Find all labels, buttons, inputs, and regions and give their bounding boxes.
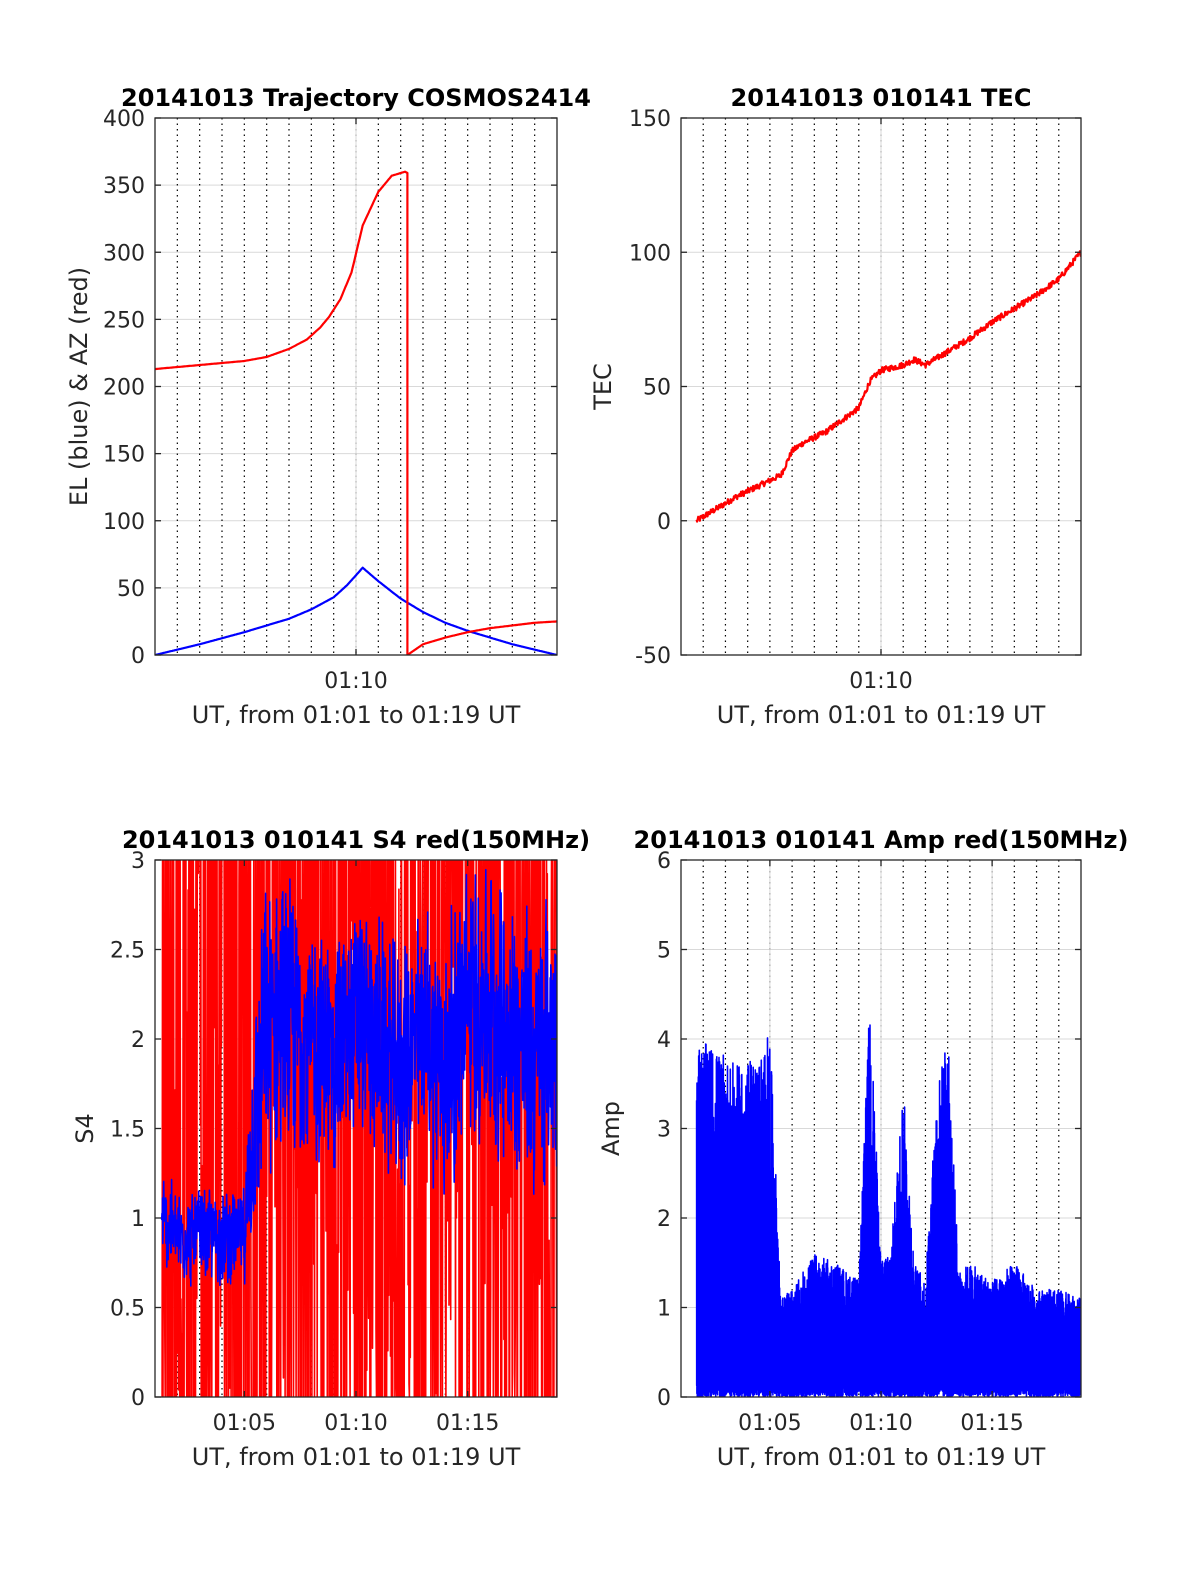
y-tick-label: 1 bbox=[657, 1297, 671, 1322]
y-tick-label: 50 bbox=[643, 376, 671, 401]
y-axis-label: S4 bbox=[71, 1113, 99, 1144]
y-tick-label: 0 bbox=[131, 1386, 145, 1411]
y-tick-label: 1 bbox=[131, 1207, 145, 1232]
trajectory-series-red bbox=[155, 170, 557, 655]
y-tick-label: 3 bbox=[131, 849, 145, 874]
tec-series-red bbox=[695, 250, 1081, 523]
x-tick-label: 01:05 bbox=[213, 1411, 276, 1436]
x-tick-label: 01:10 bbox=[324, 1411, 387, 1436]
chart-title: 20141013 Trajectory COSMOS2414 bbox=[121, 84, 591, 112]
chart-title: 20141013 010141 TEC bbox=[731, 84, 1032, 112]
x-axis-label: UT, from 01:01 to 01:19 UT bbox=[192, 1443, 521, 1471]
s4-panel: 0 0.5 1 1.5 2 2.5 3 01:05 01:10 01:15 20141013 010… bbox=[71, 826, 590, 1471]
chart-title: 20141013 010141 S4 red(150MHz) bbox=[122, 826, 590, 854]
y-tick-label: 1.5 bbox=[110, 1118, 145, 1143]
y-tick-label: 0 bbox=[131, 644, 145, 669]
x-tick-label: 01:10 bbox=[849, 1411, 912, 1436]
y-axis-label: EL (blue) & AZ (red) bbox=[65, 267, 93, 506]
y-tick-label: 350 bbox=[103, 174, 145, 199]
amp-series-blue bbox=[695, 1024, 1081, 1397]
y-axis-label: TEC bbox=[589, 363, 617, 411]
y-tick-label: 50 bbox=[117, 577, 145, 602]
series-group bbox=[695, 250, 1081, 523]
y-tick-label: 400 bbox=[103, 107, 145, 132]
tec-panel: -50 0 50 100 150 01:10 20141013 010141 TEC UT, … bbox=[589, 84, 1082, 729]
y-tick-label: 3 bbox=[657, 1118, 671, 1143]
y-tick-label: -50 bbox=[635, 644, 671, 669]
y-tick-label: 0 bbox=[657, 1386, 671, 1411]
y-tick-label: 100 bbox=[103, 510, 145, 535]
y-tick-label: 0.5 bbox=[110, 1297, 145, 1322]
y-tick-label: 250 bbox=[103, 308, 145, 333]
amp-panel: 0 1 2 3 4 5 6 01:05 01:10 01:15 20141013 010141 Am… bbox=[597, 826, 1128, 1471]
y-tick-label: 2.5 bbox=[110, 939, 145, 964]
y-tick-label: 150 bbox=[103, 443, 145, 468]
x-axis-label: UT, from 01:01 to 01:19 UT bbox=[192, 701, 521, 729]
s4-series-blue bbox=[160, 868, 557, 1287]
y-tick-label: 0 bbox=[657, 510, 671, 535]
x-axis-label: UT, from 01:01 to 01:19 UT bbox=[717, 701, 1046, 729]
series-group bbox=[160, 860, 557, 1397]
y-tick-label: 150 bbox=[629, 107, 671, 132]
y-axis-label: Amp bbox=[597, 1101, 625, 1156]
x-tick-label: 01:15 bbox=[960, 1411, 1023, 1436]
x-tick-label: 01:10 bbox=[849, 669, 912, 694]
x-axis-label: UT, from 01:01 to 01:19 UT bbox=[717, 1443, 1046, 1471]
y-tick-label: 4 bbox=[657, 1028, 671, 1053]
series-group bbox=[155, 170, 557, 655]
trajectory-series-blue bbox=[155, 566, 557, 655]
x-tick-label: 01:05 bbox=[738, 1411, 801, 1436]
y-tick-label: 5 bbox=[657, 939, 671, 964]
y-tick-label: 300 bbox=[103, 241, 145, 266]
y-tick-label: 2 bbox=[131, 1028, 145, 1053]
x-tick-label: 01:10 bbox=[324, 669, 387, 694]
series-group bbox=[695, 1024, 1081, 1397]
x-tick-label: 01:15 bbox=[436, 1411, 499, 1436]
y-tick-label: 2 bbox=[657, 1207, 671, 1232]
y-tick-label: 200 bbox=[103, 376, 145, 401]
trajectory-panel: 0 50 100 150 200 250 300 350 400 01:10 20141013 Tr… bbox=[65, 84, 591, 729]
y-tick-label: 100 bbox=[629, 241, 671, 266]
chart-title: 20141013 010141 Amp red(150MHz) bbox=[634, 826, 1129, 854]
y-tick-label: 6 bbox=[657, 849, 671, 874]
